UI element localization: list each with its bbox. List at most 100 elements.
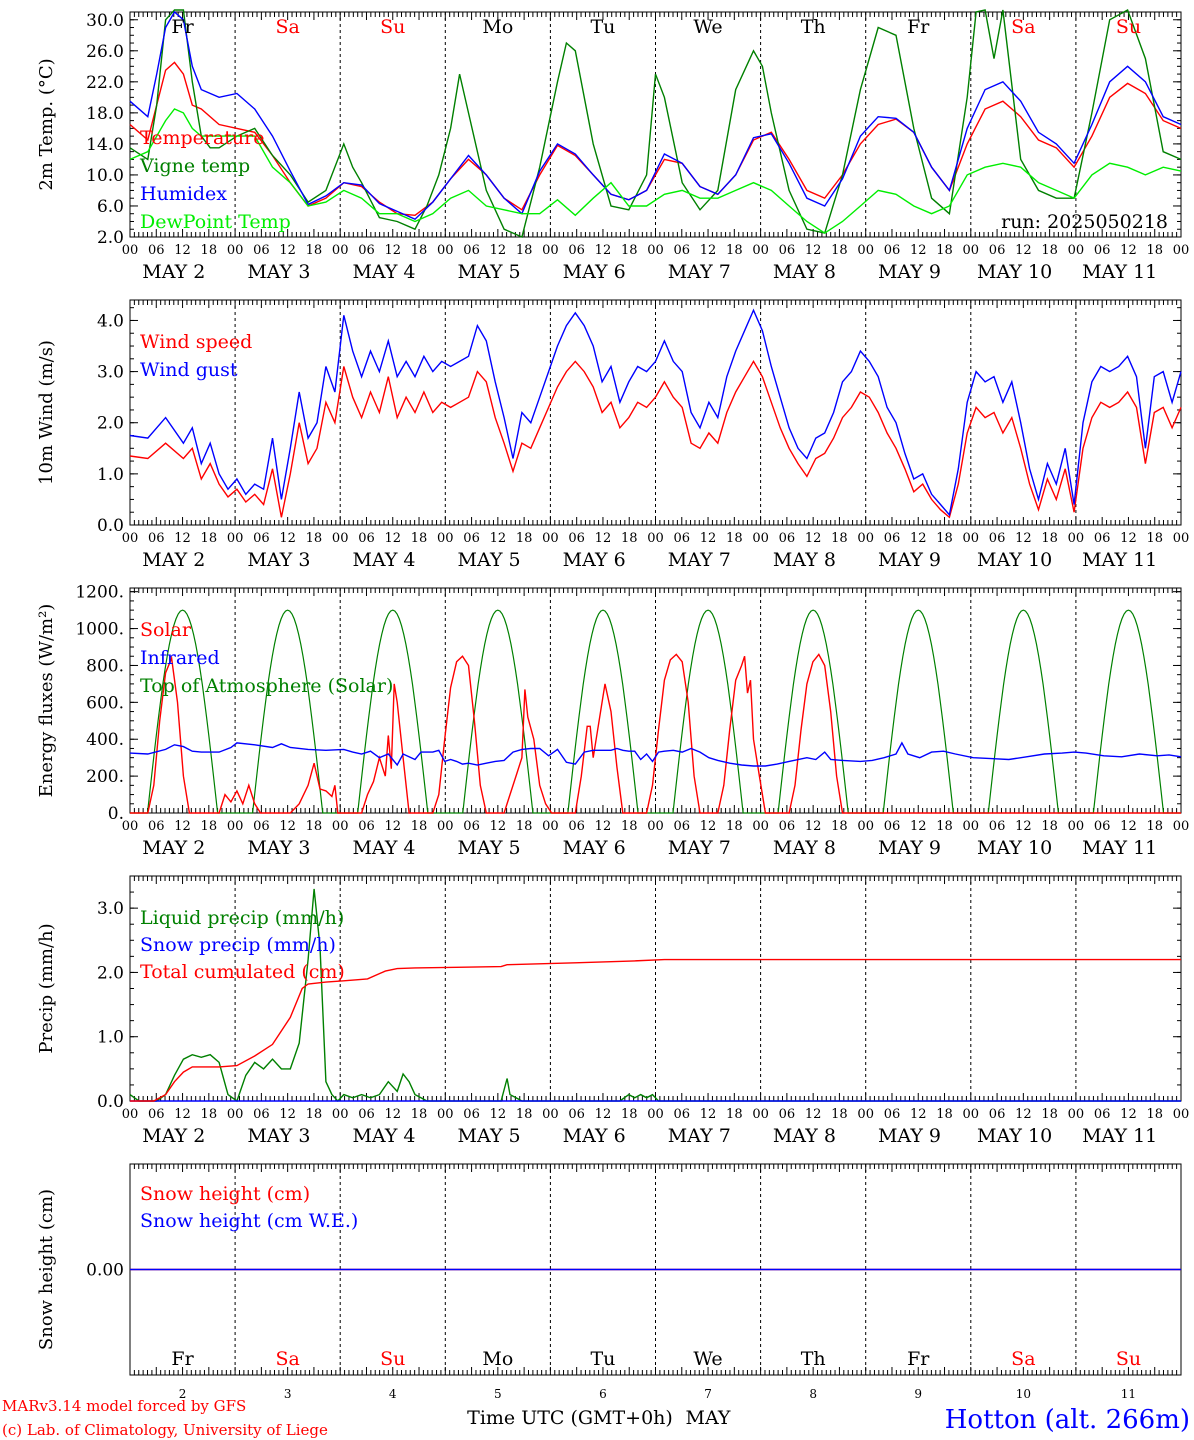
- hour-tick-label: 06: [568, 819, 585, 834]
- y-tick-label: 2.0: [97, 414, 124, 434]
- panel-precip: 3.0 2.0 1.0 0.0 Precip (mm/h) Liquid precip (…: [36, 875, 1189, 1147]
- run-label: run: 2025050218: [1001, 211, 1168, 233]
- hour-tick-label: 00: [1068, 243, 1085, 258]
- series-wind-speed: [129, 360, 1182, 519]
- hour-tick-label: 00: [332, 243, 349, 258]
- y-axis-label: Snow height (cm): [36, 1189, 57, 1350]
- panel-energy: 1200. 1000. 800. 600. 400. 200. 0. Energy fluxe…: [36, 583, 1189, 859]
- hour-tick-label: 00: [542, 531, 559, 546]
- series-solar: [130, 653, 1181, 814]
- hour-tick-label: 00: [647, 819, 664, 834]
- plot-frame: [129, 299, 1182, 526]
- date-label: MAY 6: [563, 837, 626, 859]
- hour-tick-label: 00: [332, 531, 349, 546]
- y-tick-label: 30.0: [86, 11, 124, 31]
- day-abbr-top: We: [693, 16, 722, 38]
- series-vigne-temp: [129, 8, 1182, 238]
- hour-tick-label: 12: [279, 531, 296, 546]
- date-label: MAY 10: [977, 261, 1052, 283]
- hour-tick-label: 00: [1173, 531, 1190, 546]
- y-tick-label: 4.0: [97, 311, 124, 331]
- hour-tick-label: 06: [253, 243, 270, 258]
- legend-entry: Vigne temp: [139, 155, 250, 177]
- y-tick-label: 2.0: [97, 963, 124, 983]
- y-tick-label: 600.: [86, 693, 124, 713]
- hour-tick-label: 12: [1120, 531, 1137, 546]
- date-label: MAY 7: [668, 1125, 731, 1147]
- hour-tick-label: 12: [279, 819, 296, 834]
- y-tick-label: 18.0: [86, 104, 124, 124]
- date-label: MAY 9: [878, 549, 941, 571]
- day-number: 6: [599, 1387, 607, 1401]
- hour-tick-label: 18: [621, 243, 638, 258]
- hour-tick-label: 06: [674, 819, 691, 834]
- hour-tick-label: 00: [857, 243, 874, 258]
- hour-tick-label: 00: [752, 819, 769, 834]
- hour-tick-label: 12: [1015, 819, 1032, 834]
- hour-tick-label: 00: [437, 819, 454, 834]
- hour-tick-label: 06: [674, 243, 691, 258]
- y-tick-label: 1000.: [75, 620, 124, 640]
- hour-tick-label: 06: [148, 819, 165, 834]
- hour-tick-label: 00: [437, 531, 454, 546]
- date-label: MAY 10: [977, 549, 1052, 571]
- hour-tick-label: 12: [595, 531, 612, 546]
- hour-tick-label: 06: [989, 1107, 1006, 1122]
- hour-tick-label: 18: [831, 1107, 848, 1122]
- date-label: MAY 7: [668, 261, 731, 283]
- hour-tick-label: 12: [490, 819, 507, 834]
- hour-tick-label: 06: [989, 531, 1006, 546]
- legend-entry: Snow height (cm): [140, 1183, 310, 1205]
- legend-entry: Temperature: [140, 127, 264, 149]
- plot-frame: [129, 587, 1182, 814]
- date-label: MAY 8: [773, 549, 836, 571]
- date-label: MAY 8: [773, 261, 836, 283]
- legend-entry: Wind speed: [140, 331, 252, 353]
- hour-tick-label: 06: [1094, 1107, 1111, 1122]
- legend-entry: DewPoint Temp: [140, 211, 291, 233]
- panel-snow: 0.00 Snow height (cm) Snow height (cm) Snow…: [36, 1163, 1182, 1401]
- hour-tick-label: 18: [201, 1107, 218, 1122]
- hour-tick-label: 06: [148, 531, 165, 546]
- date-label: MAY 9: [878, 837, 941, 859]
- hour-tick-label: 12: [1120, 243, 1137, 258]
- hour-tick-label: 00: [857, 819, 874, 834]
- hour-tick-label: 12: [700, 243, 717, 258]
- hour-tick-label: 18: [201, 243, 218, 258]
- hour-tick-label: 18: [726, 531, 743, 546]
- day-abbr-bottom: We: [693, 1348, 722, 1370]
- date-label: MAY 9: [878, 1125, 941, 1147]
- hour-tick-label: 00: [963, 819, 980, 834]
- hour-tick-label: 00: [1173, 243, 1190, 258]
- y-tick-label: 6.0: [97, 197, 124, 217]
- hour-tick-label: 18: [306, 819, 323, 834]
- hour-tick-label: 18: [831, 819, 848, 834]
- hour-tick-label: 06: [1094, 531, 1111, 546]
- day-abbr-bottom: Fr: [171, 1348, 194, 1370]
- date-label: MAY 10: [977, 1125, 1052, 1147]
- legend-entry: Total cumulated (cm): [140, 961, 345, 983]
- day-number: 4: [389, 1387, 397, 1401]
- hour-tick-label: 18: [1041, 819, 1058, 834]
- y-tick-label: 14.0: [86, 135, 124, 155]
- hour-tick-label: 12: [700, 531, 717, 546]
- hour-tick-label: 06: [568, 1107, 585, 1122]
- hour-tick-label: 18: [516, 243, 533, 258]
- hour-tick-label: 06: [253, 531, 270, 546]
- y-tick-label: 26.0: [86, 42, 124, 62]
- hour-tick-label: 12: [490, 1107, 507, 1122]
- hour-tick-label: 12: [595, 819, 612, 834]
- hour-tick-label: 06: [779, 1107, 796, 1122]
- y-tick-label: 2.0: [97, 228, 124, 248]
- hour-tick-label: 00: [542, 819, 559, 834]
- hour-tick-label: 12: [805, 243, 822, 258]
- hour-tick-label: 06: [148, 243, 165, 258]
- hour-tick-label: 06: [253, 1107, 270, 1122]
- y-tick-label: 1.0: [97, 465, 124, 485]
- hour-tick-label: 00: [647, 1107, 664, 1122]
- y-axis-label: Precip (mm/h): [36, 923, 57, 1053]
- date-label: MAY 2: [142, 549, 205, 571]
- day-abbr-bottom: Sa: [1011, 1348, 1035, 1370]
- date-label: MAY 10: [977, 837, 1052, 859]
- day-number: 2: [179, 1387, 187, 1401]
